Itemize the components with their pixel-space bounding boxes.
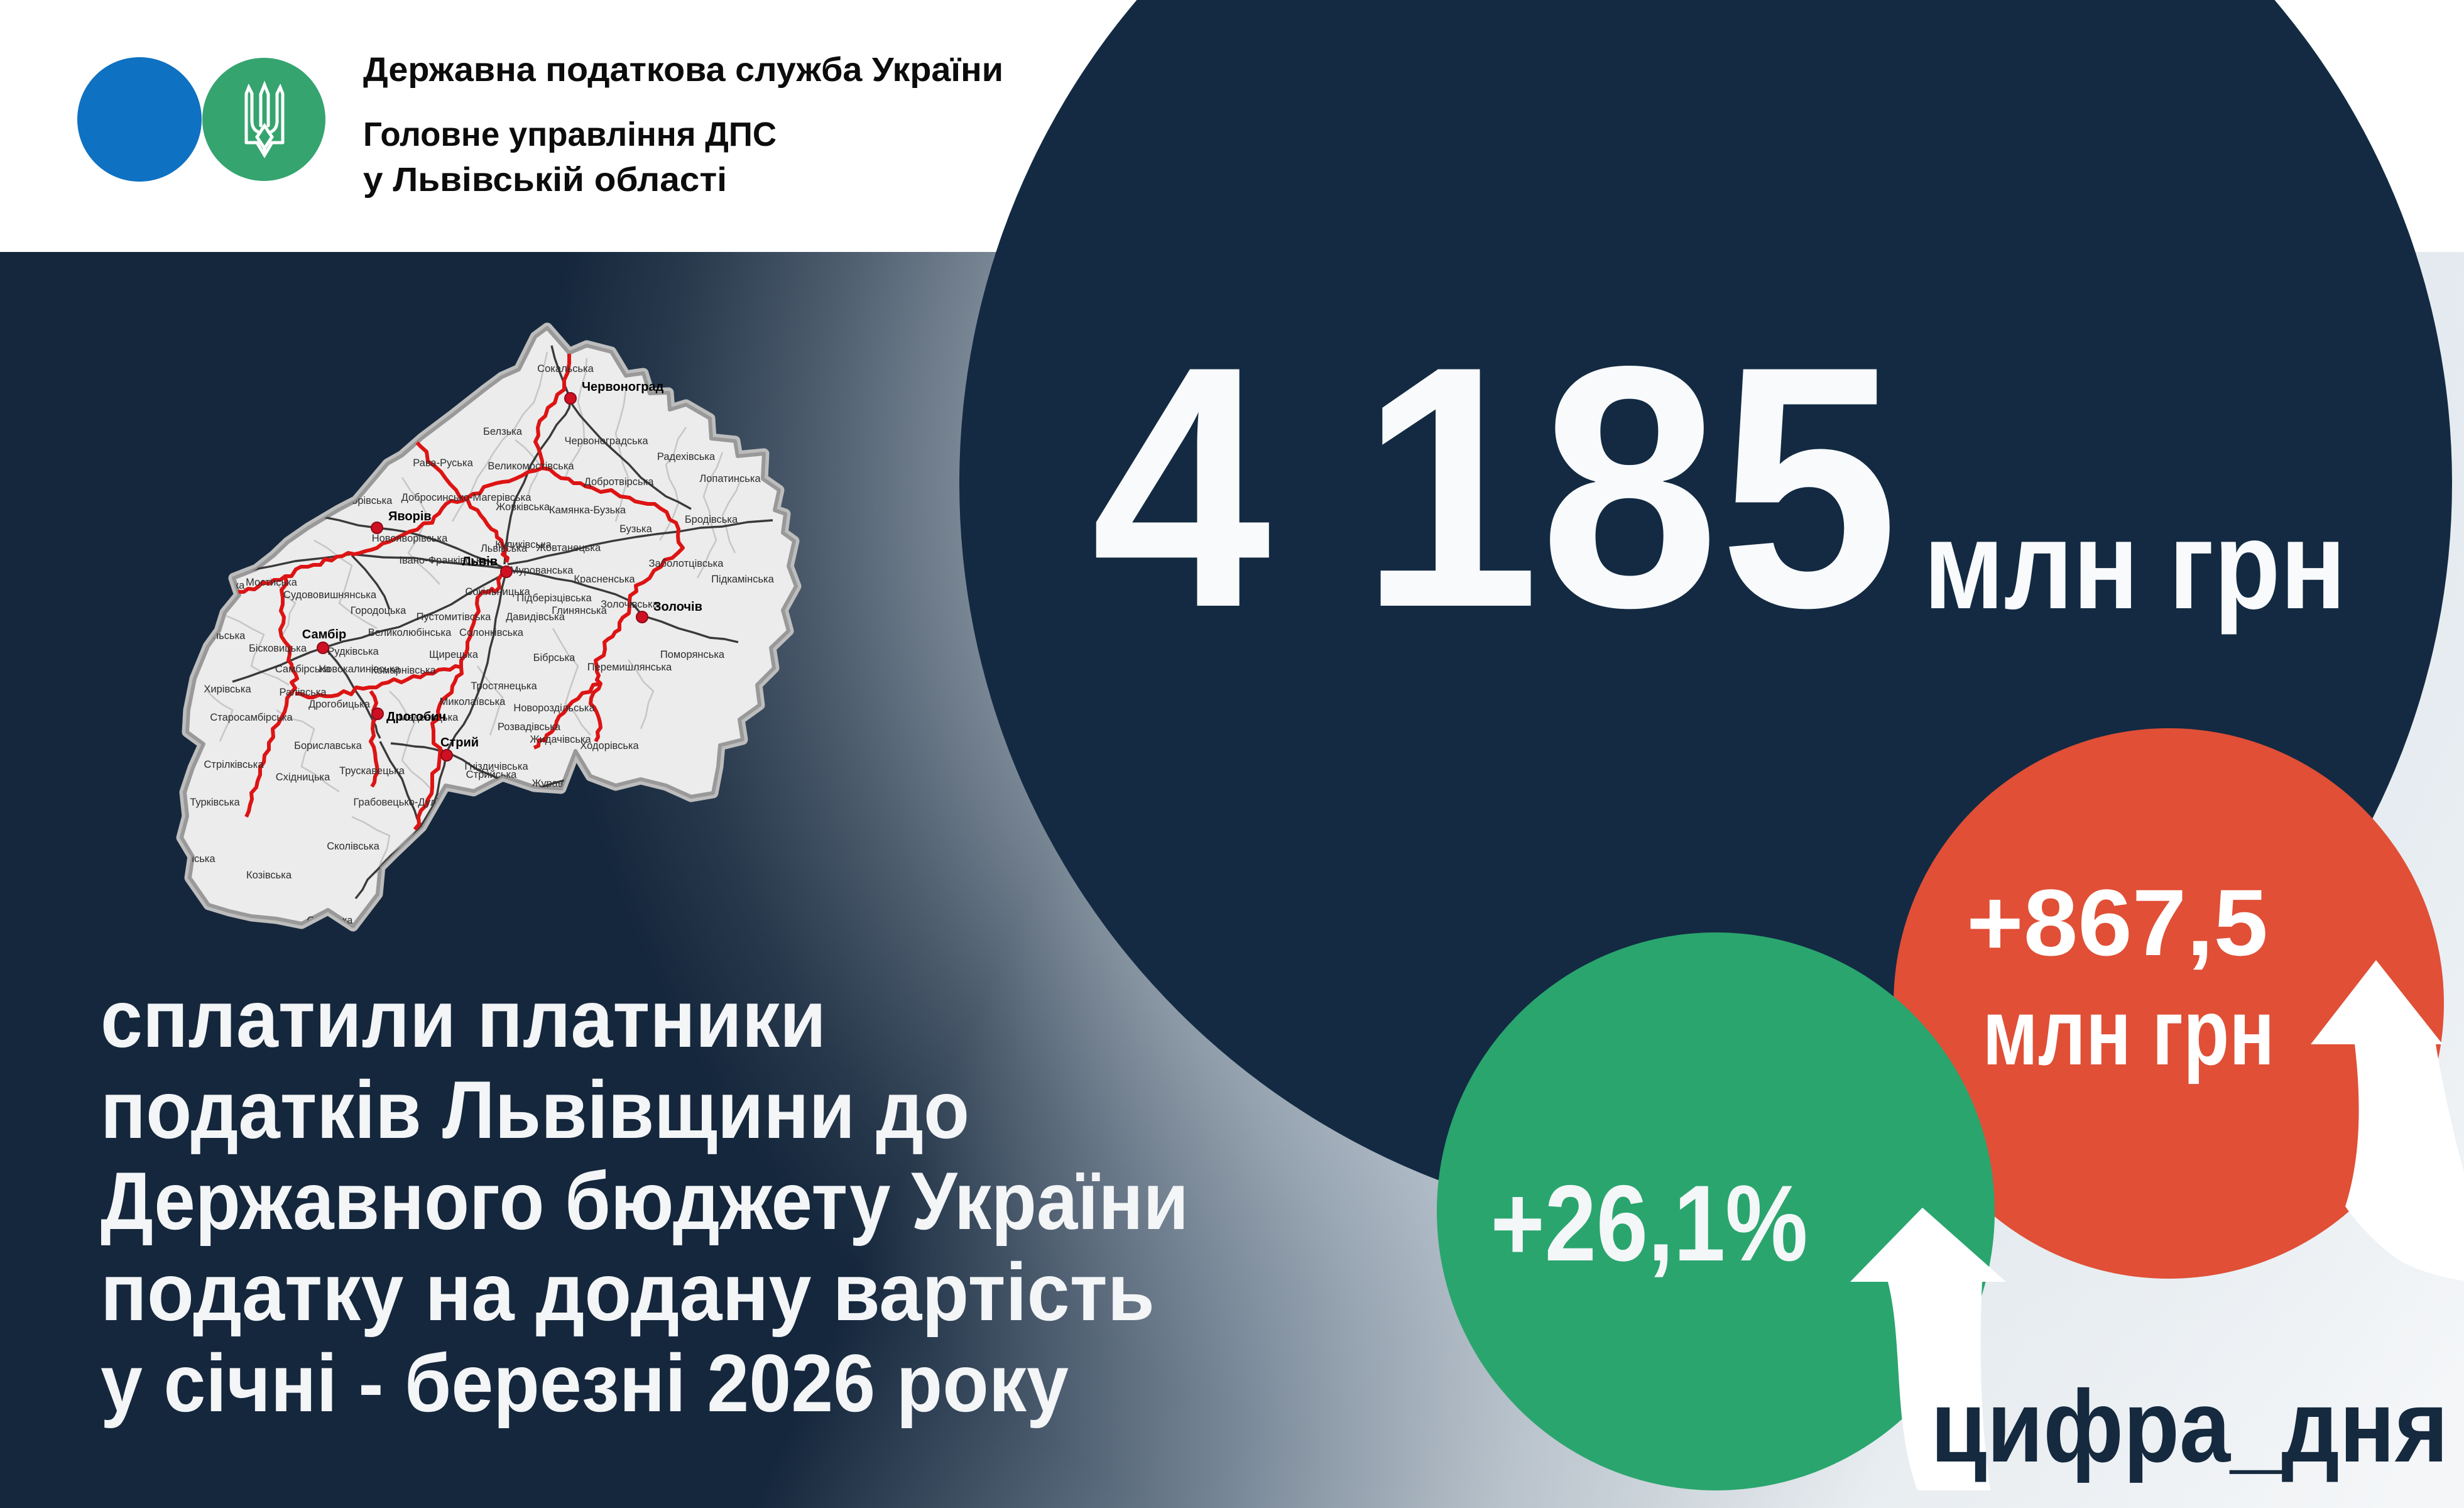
svg-text:Жовтанецька: Жовтанецька [537, 542, 601, 554]
svg-text:Івано-Франківська: Івано-Франківська [399, 555, 487, 566]
svg-text:Розвадівська: Розвадівська [498, 721, 561, 733]
svg-text:Підберізцівська: Підберізцівська [516, 593, 592, 604]
svg-text:Судововишнянська: Судововишнянська [283, 589, 377, 601]
svg-text:Гніздичівська: Гніздичівська [464, 761, 528, 772]
svg-text:Комарнівська: Комарнівська [371, 665, 436, 676]
svg-text:Тростянецька: Тростянецька [471, 680, 537, 692]
svg-text:Рудківська: Рудківська [327, 646, 379, 657]
svg-text:Камянка-Бузька: Камянка-Бузька [549, 505, 626, 516]
svg-text:податків Львівщини до: податків Львівщини до [101, 1064, 969, 1156]
svg-text:Перемишлянська: Перемишлянська [587, 662, 672, 673]
svg-text:Жовківська: Жовківська [496, 501, 550, 513]
svg-text:Східницька: Східницька [276, 772, 330, 783]
svg-text:Самбір: Самбір [302, 628, 346, 642]
svg-text:Новокалинівська: Новокалинівська [319, 664, 400, 675]
svg-text:у січні - березні 2026 року: у січні - березні 2026 року [101, 1337, 1069, 1429]
svg-text:Заболотцівська: Заболотцівська [649, 558, 724, 569]
svg-text:Красненська: Красненська [574, 574, 635, 585]
svg-text:Щирецька: Щирецька [429, 649, 479, 660]
svg-text:Бібрська: Бібрська [533, 652, 576, 664]
svg-text:Великомостівська: Великомостівська [488, 461, 574, 472]
svg-text:Державного бюджету України: Державного бюджету України [101, 1155, 1189, 1247]
svg-text:Миколаївська: Миколаївська [440, 696, 506, 708]
svg-text:Львів: Львів [462, 555, 498, 569]
svg-text:млн грн: млн грн [1983, 979, 2275, 1085]
svg-text:Сколівська: Сколівська [327, 841, 379, 852]
svg-text:Львівська: Львівська [481, 543, 528, 554]
svg-text:Старосамбірська: Старосамбірська [210, 712, 293, 723]
svg-text:Радехівська: Радехівська [657, 451, 716, 462]
svg-text:Давидівська: Давидівська [506, 611, 565, 623]
svg-text:Великолюбінська: Великолюбінська [368, 627, 452, 638]
svg-text:Самбірська: Самбірська [275, 664, 331, 675]
svg-text:Дрогобич: Дрогобич [386, 710, 446, 724]
svg-text:Солонківська: Солонківська [459, 627, 524, 638]
svg-text:Червоноградська: Червоноградська [565, 435, 649, 447]
svg-text:Трускавецька: Трускавецька [339, 765, 405, 777]
svg-text:Жидачівська: Жидачівська [530, 734, 591, 745]
svg-text:+26,1%: +26,1% [1491, 1163, 1808, 1284]
svg-text:Городоцька: Городоцька [351, 605, 406, 616]
svg-text:Турківська: Турківська [190, 797, 240, 808]
svg-text:Дрогобицька: Дрогобицька [308, 699, 371, 710]
svg-text:Мостиська: Мостиська [246, 577, 298, 588]
svg-text:Яворів: Яворів [388, 510, 432, 523]
svg-text:4 185: 4 185 [1091, 295, 1899, 679]
svg-text:Ходорівська: Ходорівська [580, 740, 639, 751]
svg-text:Державна податкова служба Укра: Державна податкова служба України [363, 51, 1003, 89]
svg-text:цифра_дня: цифра_дня [1931, 1369, 2448, 1483]
svg-text:Добросинсько-Магерівська: Добросинсько-Магерівська [401, 492, 532, 503]
svg-text:сплатили платники: сплатили платники [101, 973, 826, 1064]
svg-text:Новояворівська: Новояворівська [372, 533, 448, 544]
svg-text:Сокальська: Сокальська [537, 363, 594, 374]
svg-text:Стрілківська: Стрілківська [204, 759, 264, 770]
svg-text:млн грн: млн грн [1924, 495, 2346, 635]
svg-text:податку на додану вартість: податку на додану вартість [101, 1246, 1155, 1338]
svg-text:Мурованська: Мурованська [510, 565, 574, 576]
svg-text:Новороздільська: Новороздільська [513, 702, 595, 714]
svg-text:Стрий: Стрий [440, 736, 479, 750]
svg-text:Лопатинська: Лопатинська [699, 473, 761, 484]
svg-text:Поморянська: Поморянська [660, 649, 725, 660]
svg-text:+867,5: +867,5 [1966, 870, 2268, 975]
svg-text:Рава-Руська: Рава-Руська [413, 457, 473, 469]
svg-text:Сокільницька: Сокільницька [465, 586, 530, 598]
svg-text:Куликівська: Куликівська [495, 539, 552, 550]
svg-text:Козівська: Козівська [246, 870, 292, 881]
svg-text:Ралівська: Ралівська [279, 687, 327, 698]
svg-text:Добротвірська: Добротвірська [584, 476, 655, 488]
svg-text:Золочівська: Золочівська [601, 599, 659, 610]
svg-text:Золочів: Золочів [653, 600, 702, 614]
svg-text:Бузька: Бузька [619, 523, 652, 535]
svg-text:Головне управління ДПС: Головне управління ДПС [363, 116, 777, 153]
svg-text:Бродівська: Бродівська [685, 514, 738, 525]
svg-text:у Львівській області: у Львівській області [363, 161, 727, 199]
svg-text:Хирівська: Хирівська [204, 684, 251, 695]
svg-text:Белзька: Белзька [483, 426, 523, 437]
svg-text:Бориславська: Бориславська [294, 740, 362, 751]
svg-text:Глинянська: Глинянська [552, 605, 607, 616]
svg-text:Підкамінська: Підкамінська [711, 574, 774, 585]
svg-text:Бісковицька: Бісковицька [249, 643, 307, 654]
svg-text:Меденицька: Меденицька [399, 712, 459, 723]
svg-text:Червоноград: Червоноград [582, 380, 664, 394]
svg-text:Пустомитівська: Пустомитівська [417, 611, 492, 623]
